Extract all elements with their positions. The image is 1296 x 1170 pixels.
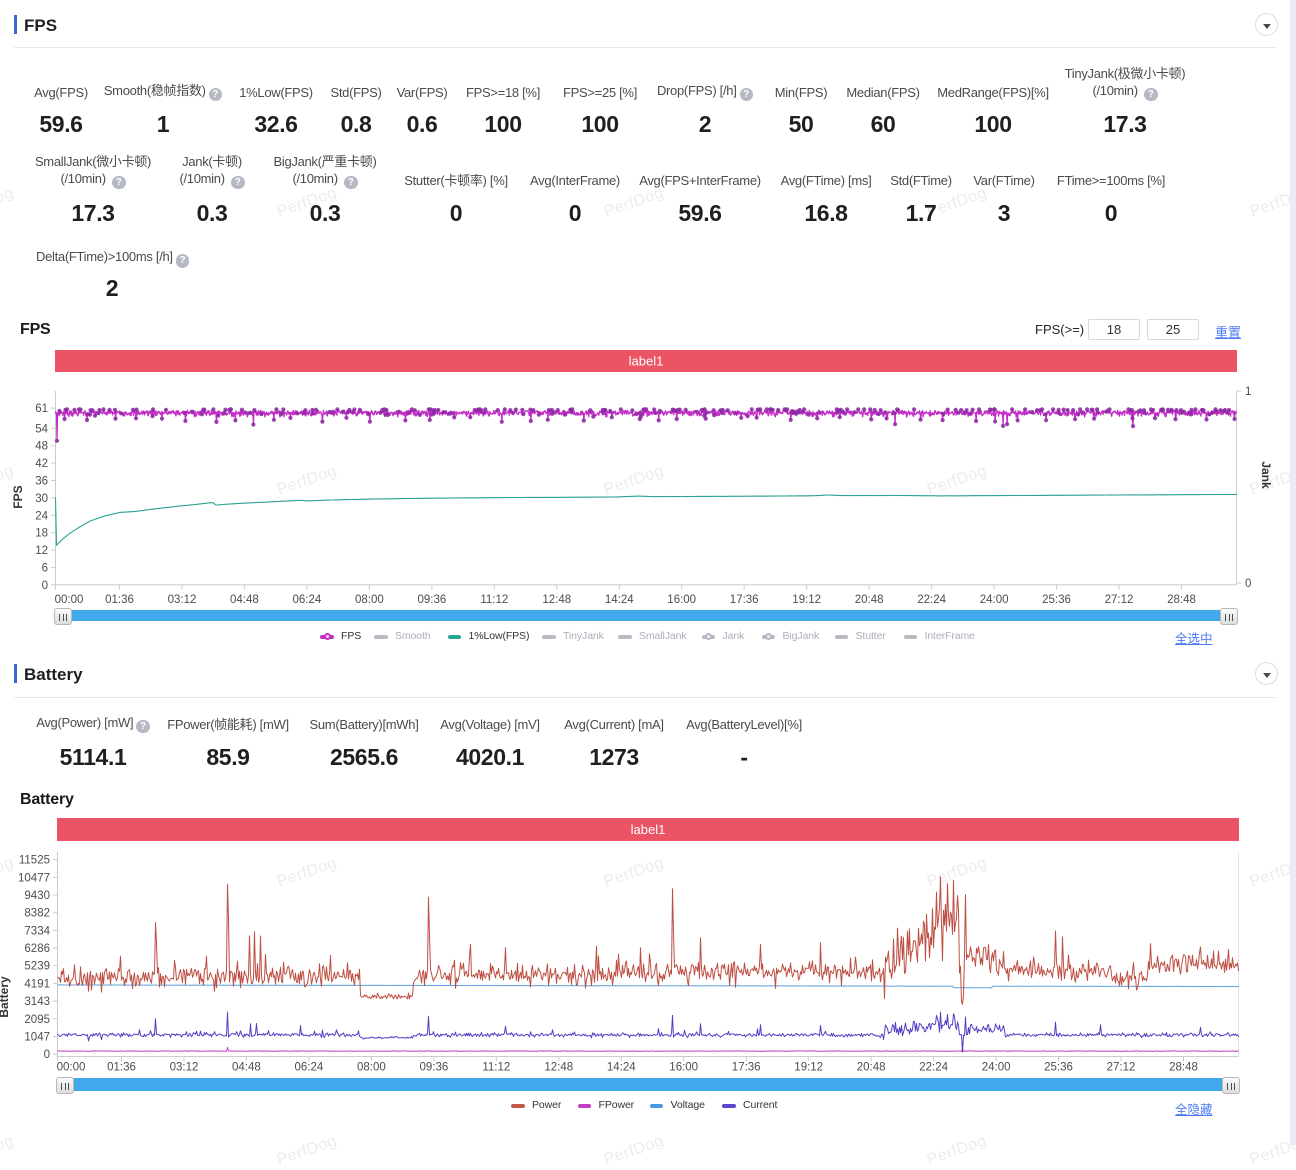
- svg-text:03:12: 03:12: [170, 1062, 199, 1074]
- svg-text:00:00: 00:00: [57, 1062, 86, 1074]
- svg-text:16:00: 16:00: [669, 1062, 698, 1074]
- svg-text:0: 0: [1245, 578, 1251, 590]
- svg-text:01:36: 01:36: [107, 1062, 136, 1074]
- svg-text:10477: 10477: [18, 872, 50, 884]
- svg-text:17:36: 17:36: [732, 1062, 761, 1074]
- svg-text:48: 48: [35, 441, 48, 453]
- svg-text:42: 42: [35, 458, 48, 470]
- svg-text:04:48: 04:48: [232, 1062, 261, 1074]
- svg-text:08:00: 08:00: [357, 1062, 386, 1074]
- svg-text:12:48: 12:48: [542, 594, 571, 606]
- svg-text:06:24: 06:24: [293, 594, 322, 606]
- svg-text:Jank: Jank: [1259, 461, 1273, 489]
- svg-text:54: 54: [35, 423, 48, 435]
- svg-text:16:00: 16:00: [667, 594, 696, 606]
- svg-text:08:00: 08:00: [355, 594, 384, 606]
- svg-text:4191: 4191: [24, 978, 50, 990]
- svg-text:24:00: 24:00: [980, 594, 1009, 606]
- svg-text:06:24: 06:24: [295, 1062, 324, 1074]
- svg-text:0: 0: [44, 1049, 50, 1061]
- svg-text:24: 24: [35, 510, 48, 522]
- svg-text:25:36: 25:36: [1044, 1062, 1073, 1074]
- svg-text:28:48: 28:48: [1169, 1062, 1198, 1074]
- svg-text:36: 36: [35, 476, 48, 488]
- svg-text:25:36: 25:36: [1042, 594, 1071, 606]
- svg-text:14:24: 14:24: [607, 1062, 636, 1074]
- svg-text:00:00: 00:00: [55, 594, 84, 606]
- svg-text:19:12: 19:12: [792, 594, 821, 606]
- svg-text:24:00: 24:00: [982, 1062, 1011, 1074]
- svg-text:28:48: 28:48: [1167, 594, 1196, 606]
- svg-text:12: 12: [35, 545, 48, 557]
- svg-text:09:36: 09:36: [420, 1062, 449, 1074]
- svg-text:27:12: 27:12: [1107, 1062, 1136, 1074]
- svg-text:01:36: 01:36: [105, 594, 134, 606]
- svg-text:label1: label1: [631, 822, 666, 837]
- svg-text:6286: 6286: [24, 943, 50, 955]
- svg-text:04:48: 04:48: [230, 594, 259, 606]
- svg-text:1: 1: [1245, 386, 1251, 398]
- svg-text:8382: 8382: [24, 908, 50, 920]
- svg-text:20:48: 20:48: [857, 1062, 886, 1074]
- svg-text:30: 30: [35, 493, 48, 505]
- svg-text:Battery: Battery: [0, 976, 11, 1018]
- svg-text:20:48: 20:48: [855, 594, 884, 606]
- svg-text:12:48: 12:48: [544, 1062, 573, 1074]
- svg-text:11:12: 11:12: [482, 1062, 510, 1074]
- svg-text:2095: 2095: [24, 1014, 50, 1026]
- svg-text:11:12: 11:12: [480, 594, 508, 606]
- svg-text:09:36: 09:36: [418, 594, 447, 606]
- svg-text:19:12: 19:12: [794, 1062, 823, 1074]
- svg-text:FPS: FPS: [11, 485, 25, 508]
- svg-text:1047: 1047: [24, 1032, 50, 1044]
- svg-text:14:24: 14:24: [605, 594, 634, 606]
- svg-text:0: 0: [42, 580, 48, 592]
- svg-text:9430: 9430: [24, 890, 50, 902]
- svg-text:61: 61: [35, 403, 48, 415]
- svg-text:label1: label1: [629, 354, 664, 369]
- svg-text:7334: 7334: [24, 925, 50, 937]
- svg-text:11525: 11525: [19, 855, 50, 867]
- svg-text:03:12: 03:12: [168, 594, 197, 606]
- svg-text:22:24: 22:24: [919, 1062, 948, 1074]
- svg-text:18: 18: [35, 528, 48, 540]
- svg-text:27:12: 27:12: [1105, 594, 1134, 606]
- svg-text:3143: 3143: [24, 996, 50, 1008]
- svg-text:17:36: 17:36: [730, 594, 759, 606]
- svg-text:6: 6: [42, 562, 48, 574]
- svg-text:22:24: 22:24: [917, 594, 946, 606]
- svg-text:5239: 5239: [24, 961, 50, 973]
